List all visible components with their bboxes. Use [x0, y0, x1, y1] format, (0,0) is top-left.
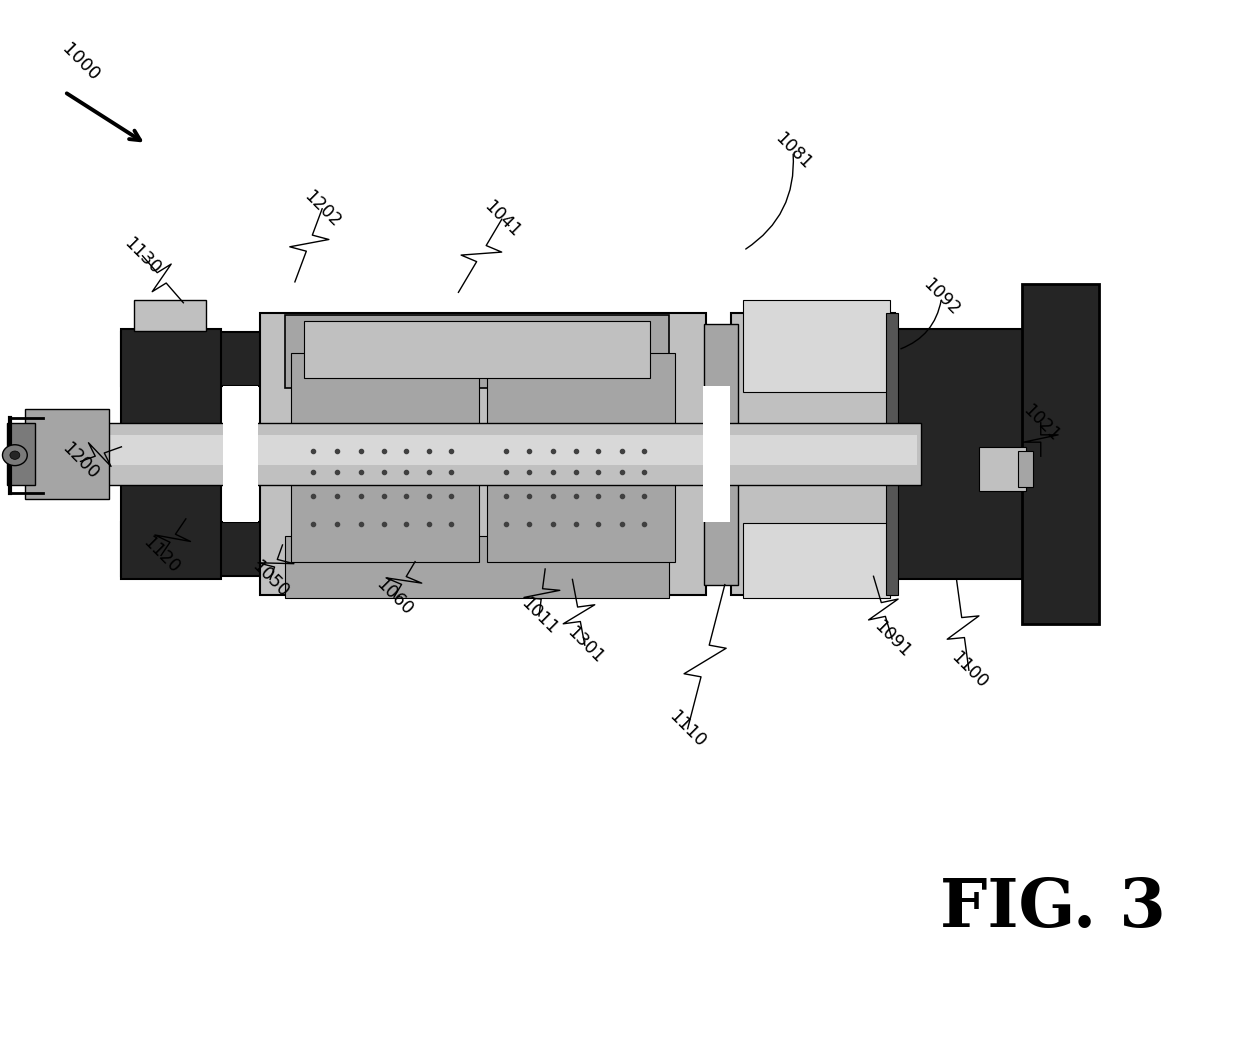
Bar [743, 300, 890, 392]
Bar [886, 313, 898, 595]
Text: 1060: 1060 [372, 575, 416, 619]
Bar [121, 332, 945, 386]
Bar [25, 409, 109, 499]
Text: 1120: 1120 [139, 533, 183, 577]
Bar [291, 353, 479, 562]
Text: 1041: 1041 [479, 197, 524, 241]
Bar [223, 386, 258, 522]
Bar [743, 523, 890, 598]
Bar [487, 353, 675, 562]
Bar [64, 435, 917, 465]
Bar [285, 315, 669, 388]
Bar [121, 522, 945, 576]
Bar [134, 300, 206, 331]
Bar [731, 313, 895, 595]
Bar [7, 423, 35, 485]
Bar [260, 313, 706, 595]
Bar [304, 321, 650, 378]
Text: 1000: 1000 [58, 41, 103, 85]
Text: 1021: 1021 [1018, 401, 1063, 445]
Bar [1018, 451, 1033, 487]
Bar [890, 329, 1026, 579]
Bar [59, 423, 921, 485]
Text: 1200: 1200 [58, 440, 103, 483]
Bar [704, 324, 738, 585]
Bar [121, 329, 221, 579]
Text: 1011: 1011 [517, 594, 561, 638]
Bar [285, 536, 669, 598]
Text: 1081: 1081 [771, 129, 815, 173]
Circle shape [2, 445, 27, 466]
Text: 1050: 1050 [248, 557, 292, 601]
Bar [979, 447, 1026, 491]
Circle shape [10, 451, 20, 459]
Text: 1110: 1110 [665, 707, 710, 751]
Text: 1301: 1301 [563, 623, 607, 667]
Bar [1022, 284, 1099, 624]
Text: 1092: 1092 [919, 276, 964, 319]
Text: FIG. 3: FIG. 3 [940, 876, 1166, 941]
Text: 1091: 1091 [870, 617, 914, 661]
Bar [703, 386, 730, 522]
Text: 1100: 1100 [947, 648, 991, 692]
Text: 1130: 1130 [120, 234, 165, 278]
Text: 1202: 1202 [300, 187, 344, 231]
